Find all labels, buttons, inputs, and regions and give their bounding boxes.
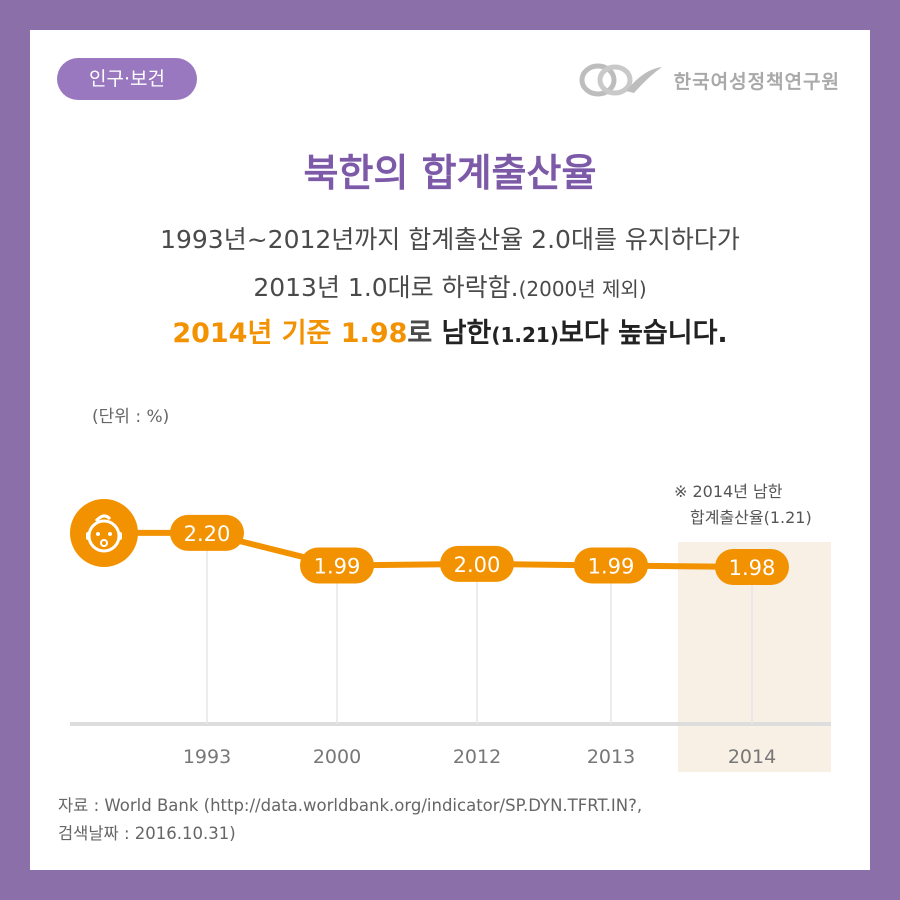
data-label-2014: 1.98 [729, 556, 776, 580]
subtitle-line-3: 2014년 기준 1.98로 남한(1.21)보다 높습니다. [30, 311, 870, 350]
source-note: 자료 : World Bank (http://data.worldbank.o… [58, 792, 642, 848]
subtitle-line-3-ro: 로 [407, 318, 442, 349]
highlight-text: 2014년 기준 1.98 [172, 318, 408, 349]
data-point-2013 [574, 547, 648, 584]
data-label-2012: 2.00 [454, 553, 501, 577]
subtitle-line-3-end: 보다 높습니다. [558, 318, 728, 349]
data-point-2014 [715, 549, 789, 585]
x-tick-label-2012: 2012 [453, 746, 501, 768]
south-korea-value: (1.21) [491, 323, 559, 347]
x-tick-label-1993: 1993 [183, 746, 231, 768]
brand-name: 한국여성정책연구원 [673, 70, 840, 93]
data-label-2013: 1.99 [588, 554, 635, 578]
annotation-line-2: 합계출산율(1.21) [690, 508, 812, 527]
data-label-1993: 2.20 [184, 522, 231, 546]
source-line-1: 자료 : World Bank (http://data.worldbank.o… [58, 796, 643, 815]
x-tick-label-2000: 2000 [313, 746, 361, 768]
category-tag: 인구·보건 [57, 58, 197, 100]
subtitle-line-2-note: (2000년 제외) [518, 277, 647, 301]
unit-label: (단위 : %) [92, 407, 170, 427]
kwdi-logo-icon [579, 63, 662, 97]
x-tick-label-2013: 2013 [587, 746, 635, 768]
south-korea-label: 남한 [441, 318, 492, 349]
baby-face-icon [70, 499, 138, 567]
subtitle-line-2: 2013년 1.0대로 하락함.(2000년 제외) [30, 268, 870, 304]
brand: 한국여성정책연구원 [578, 60, 840, 100]
data-point-2000 [300, 547, 374, 584]
infographic-card: 인구·보건 한국여성정책연구원 북한의 합계출산율 1993년~2012년까지 … [30, 30, 870, 870]
subtitle-line-1: 1993년~2012년까지 합계출산율 2.0대를 유지하다가 [160, 225, 740, 254]
subtitle-line-2-main: 2013년 1.0대로 하락함. [253, 273, 519, 302]
data-point-1993 [170, 514, 244, 551]
x-tick-label-2014: 2014 [728, 746, 776, 768]
data-label-2000: 1.99 [314, 554, 361, 578]
page-title: 북한의 합계출산율 [303, 151, 597, 195]
annotation-line-1: ※ 2014년 남한 [674, 482, 783, 501]
source-line-2: 검색날짜 : 2016.10.31) [58, 824, 236, 843]
data-point-2012 [440, 545, 514, 582]
